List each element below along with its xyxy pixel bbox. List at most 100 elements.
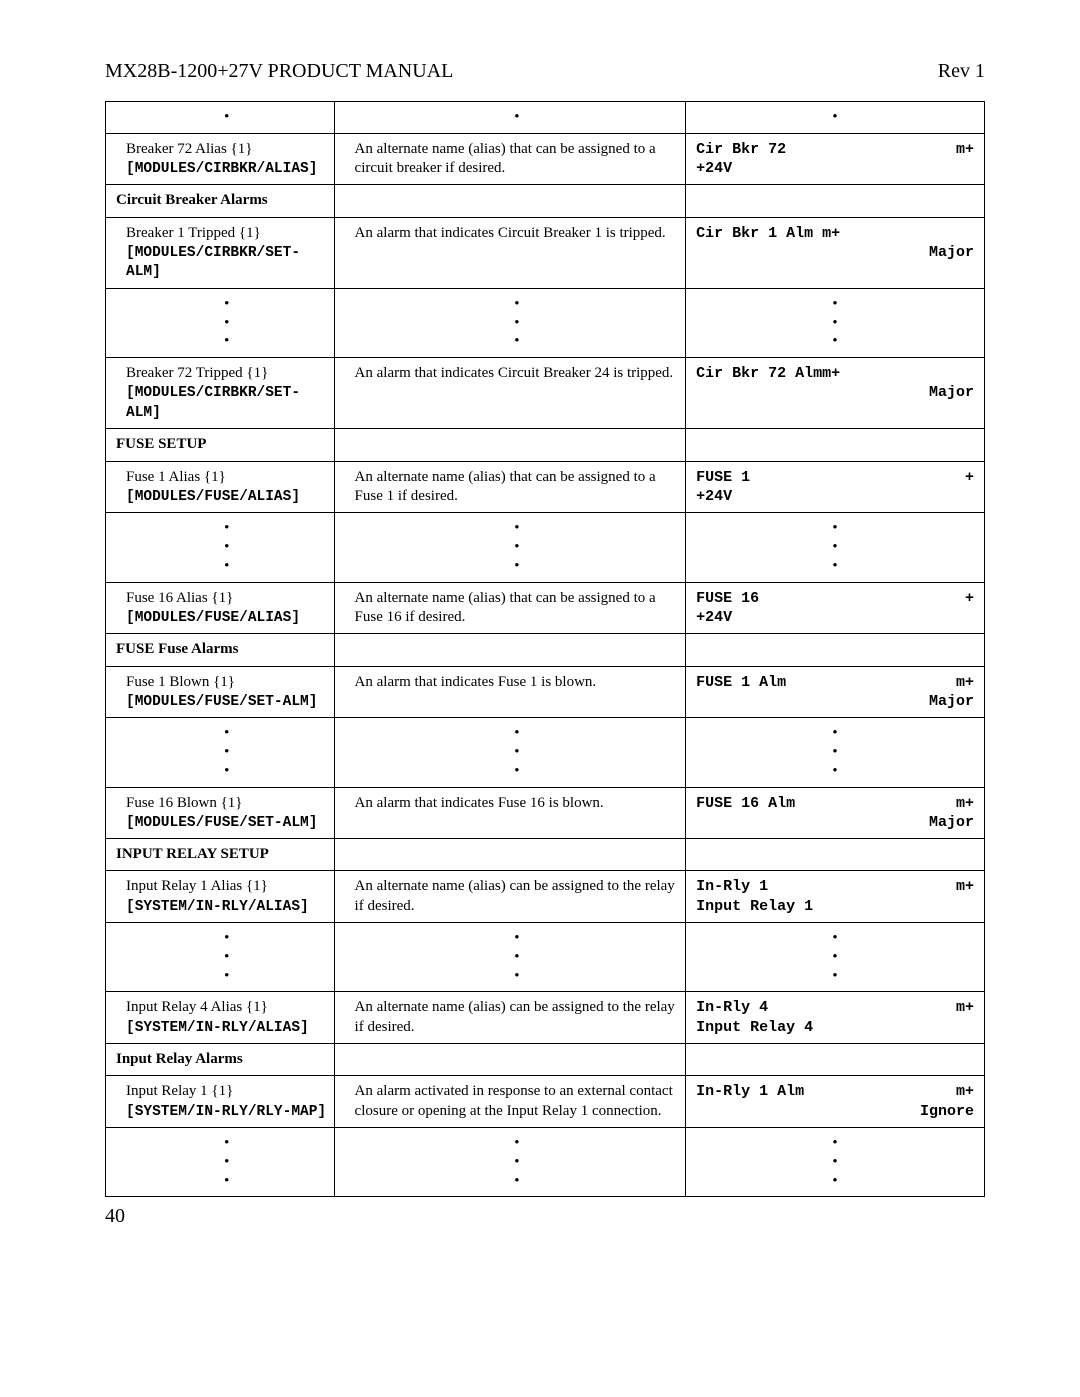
param-display: FUSE 1++24V xyxy=(686,461,985,513)
page-number: 40 xyxy=(105,1205,985,1228)
section-header: FUSE Fuse Alarms xyxy=(106,634,335,666)
empty-cell xyxy=(334,429,686,461)
ellipsis-cell: ••• xyxy=(334,102,686,134)
ellipsis-cell: ••• xyxy=(334,1128,686,1197)
section-header: FUSE SETUP xyxy=(106,429,335,461)
param-path: [SYSTEM/IN-RLY/ALIAS] xyxy=(126,899,309,915)
display-line1: FUSE 16+ xyxy=(696,589,974,608)
param-name: Breaker 1 Tripped {1} xyxy=(126,224,328,243)
ellipsis-cell: ••• xyxy=(334,718,686,787)
param-desc: An alarm that indicates Circuit Breaker … xyxy=(334,358,686,429)
table-row: ••••••••• xyxy=(106,923,985,992)
ellipsis-cell: ••• xyxy=(334,923,686,992)
display-line1: In-Rly 4m+ xyxy=(696,998,974,1017)
empty-cell xyxy=(686,185,985,217)
display-line1-right: + xyxy=(965,468,974,487)
param-display: In-Rly 1 m+Input Relay 1 xyxy=(686,871,985,923)
param-desc: An alternate name (alias) that can be as… xyxy=(334,461,686,513)
display-line2: Input Relay 4 xyxy=(696,1018,974,1037)
display-line1-right: m+ xyxy=(956,998,974,1017)
param-display: Cir Bkr 72 Almm+Major xyxy=(686,358,985,429)
ellipsis-cell: ••• xyxy=(106,718,335,787)
param-name: Fuse 1 Alias {1} xyxy=(126,468,328,487)
display-line1: In-Rly 1 m+ xyxy=(696,877,974,896)
param-name-cell: Breaker 1 Tripped {1} [MODULES/CIRBKR/SET… xyxy=(106,217,335,288)
display-line2: +24V xyxy=(696,608,974,627)
display-line1: Cir Bkr 72 Almm+ xyxy=(696,364,974,383)
table-row: ••••••••• xyxy=(106,288,985,357)
ellipsis-cell: ••• xyxy=(106,288,335,357)
empty-cell xyxy=(334,839,686,871)
param-path: [SYSTEM/IN-RLY/RLY-MAP] xyxy=(126,1104,326,1120)
param-path: [MODULES/CIRBKR/SET-ALM] xyxy=(126,245,300,281)
display-line1: FUSE 1 Almm+ xyxy=(696,673,974,692)
param-path: [MODULES/CIRBKR/ALIAS] xyxy=(126,161,317,177)
param-display: Cir Bkr 1 Alm m+Major xyxy=(686,217,985,288)
param-desc: An alternate name (alias) can be assigne… xyxy=(334,871,686,923)
display-line2: Input Relay 1 xyxy=(696,897,974,916)
ellipsis-cell: ••• xyxy=(106,1128,335,1197)
ellipsis-cell: ••• xyxy=(106,102,335,134)
display-line1-left: FUSE 1 xyxy=(696,468,750,487)
display-line1: FUSE 16 Almm+ xyxy=(696,794,974,813)
param-display: In-Rly 4m+Input Relay 4 xyxy=(686,992,985,1044)
param-name-cell: Fuse 16 Alias {1} [MODULES/FUSE/ALIAS] xyxy=(106,582,335,634)
ellipsis-cell: ••• xyxy=(106,923,335,992)
ellipsis-cell: ••• xyxy=(686,718,985,787)
param-path: [MODULES/FUSE/SET-ALM] xyxy=(126,694,317,710)
ellipsis-cell: ••• xyxy=(686,288,985,357)
param-display: In-Rly 1 Alm m+Ignore xyxy=(686,1076,985,1128)
display-line1-left: FUSE 16 Alm xyxy=(696,794,795,813)
table-row: Fuse 1 Alias {1}[MODULES/FUSE/ALIAS]An a… xyxy=(106,461,985,513)
param-name-cell: Input Relay 1 {1}[SYSTEM/IN-RLY/RLY-MAP] xyxy=(106,1076,335,1128)
display-line2: +24V xyxy=(696,159,974,178)
display-line1-right: + xyxy=(965,589,974,608)
display-line1-right: m+ xyxy=(956,877,974,896)
table-row: ••••••••• xyxy=(106,513,985,582)
param-name-cell: Fuse 1 Alias {1}[MODULES/FUSE/ALIAS] xyxy=(106,461,335,513)
param-display: FUSE 16 Almm+Major xyxy=(686,787,985,839)
display-line2: Major xyxy=(696,383,974,402)
ellipsis-cell: ••• xyxy=(106,513,335,582)
section-header: Input Relay Alarms xyxy=(106,1044,335,1076)
param-name: Breaker 72 Alias {1} xyxy=(126,140,328,159)
display-line1-right: m+ xyxy=(956,673,974,692)
doc-title: MX28B-1200+27V PRODUCT MANUAL xyxy=(105,60,453,83)
param-display: FUSE 1 Almm+Major xyxy=(686,666,985,718)
display-line2: Major xyxy=(696,692,974,711)
display-line1-left: In-Rly 1 xyxy=(696,877,768,896)
param-name-cell: Input Relay 1 Alias {1}[SYSTEM/IN-RLY/AL… xyxy=(106,871,335,923)
empty-cell xyxy=(686,839,985,871)
section-header: Circuit Breaker Alarms xyxy=(106,185,335,217)
param-name-cell: Fuse 1 Blown {1}[MODULES/FUSE/SET-ALM] xyxy=(106,666,335,718)
table-row: Input Relay 1 Alias {1}[SYSTEM/IN-RLY/AL… xyxy=(106,871,985,923)
param-desc: An alarm that indicates Circuit Breaker … xyxy=(334,217,686,288)
param-name-cell: Input Relay 4 Alias {1}[SYSTEM/IN-RLY/AL… xyxy=(106,992,335,1044)
table-row: Input Relay 1 {1}[SYSTEM/IN-RLY/RLY-MAP]… xyxy=(106,1076,985,1128)
ellipsis-cell: ••• xyxy=(686,513,985,582)
display-line1-right: m+ xyxy=(956,1082,974,1101)
param-desc: An alternate name (alias) can be assigne… xyxy=(334,992,686,1044)
empty-cell xyxy=(686,429,985,461)
table-row: Circuit Breaker Alarms xyxy=(106,185,985,217)
empty-cell xyxy=(334,1044,686,1076)
param-desc: An alarm activated in response to an ext… xyxy=(334,1076,686,1128)
param-path: [MODULES/FUSE/ALIAS] xyxy=(126,610,300,626)
table-row: ••••••••• xyxy=(106,102,985,134)
param-path: [SYSTEM/IN-RLY/ALIAS] xyxy=(126,1020,309,1036)
page-header: MX28B-1200+27V PRODUCT MANUAL Rev 1 xyxy=(105,60,985,83)
table-row: Fuse 16 Blown {1}[MODULES/FUSE/SET-ALM]A… xyxy=(106,787,985,839)
display-line1-left: In-Rly 1 Alm xyxy=(696,1082,804,1101)
table-row: Breaker 72 Tripped {1} [MODULES/CIRBKR/SE… xyxy=(106,358,985,429)
display-line2: Ignore xyxy=(696,1102,974,1121)
empty-cell xyxy=(686,1044,985,1076)
display-line1-right: m+ xyxy=(956,140,974,159)
table-row: Breaker 1 Tripped {1} [MODULES/CIRBKR/SET… xyxy=(106,217,985,288)
param-path: [MODULES/CIRBKR/SET-ALM] xyxy=(126,385,300,421)
param-name: Breaker 72 Tripped {1} xyxy=(126,364,328,383)
display-line2: Major xyxy=(696,813,974,832)
ellipsis-cell: ••• xyxy=(686,1128,985,1197)
param-display: Cir Bkr 72m++24V xyxy=(686,133,985,185)
param-name: Fuse 16 Alias {1} xyxy=(126,589,328,608)
manual-table: •••••••••Breaker 72 Alias {1}[MODULES/CI… xyxy=(105,101,985,1197)
